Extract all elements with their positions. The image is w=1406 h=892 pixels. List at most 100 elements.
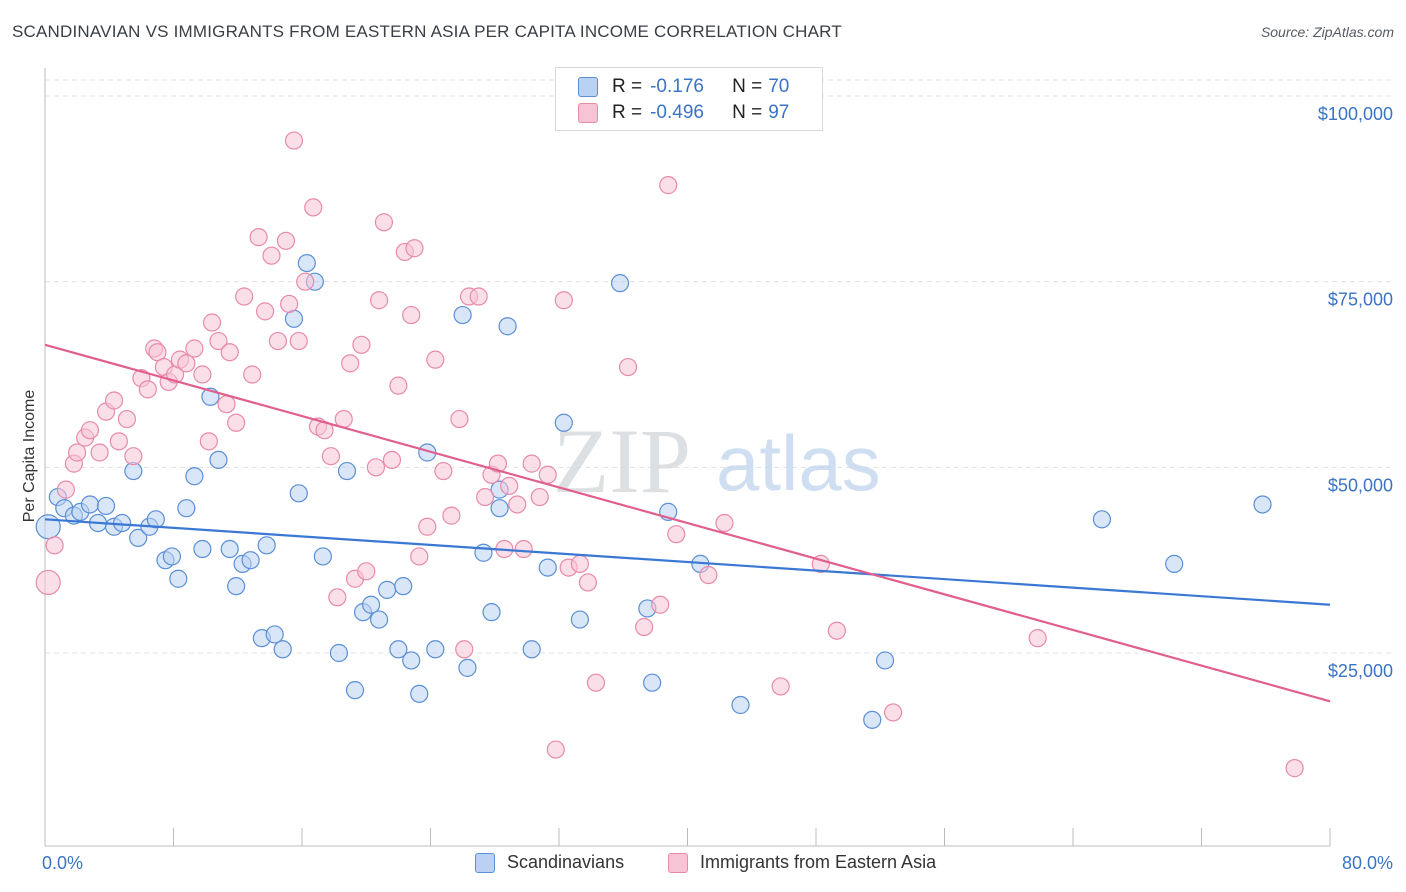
scandinavian-point	[875, 651, 895, 670]
eastern-asia-point	[883, 703, 903, 722]
eastern-asia-point	[635, 617, 654, 637]
eastern-asia-point	[455, 640, 474, 659]
legend-n-label: N =	[732, 102, 763, 123]
eastern-asia-point	[570, 554, 589, 573]
scandinavian-point	[129, 528, 148, 547]
y-tick-label: $75,000	[1328, 290, 1393, 310]
bottom-legend-swatch-pink	[668, 852, 688, 873]
eastern-asia-point	[202, 313, 222, 332]
y-tick-label: $100,000	[1318, 104, 1393, 124]
x-tick-label: 0.0%	[42, 853, 83, 873]
eastern-asia-point	[827, 621, 846, 640]
eastern-asia-point	[68, 443, 87, 462]
eastern-asia-point	[249, 228, 268, 247]
x-tick-label: 80.0%	[1342, 853, 1393, 873]
scandinavian-point	[490, 499, 509, 518]
trend-lines	[44, 343, 1331, 703]
scandinavian-point	[1092, 510, 1112, 529]
eastern-asia-point	[45, 536, 64, 555]
eastern-asia-point	[538, 465, 557, 484]
scandinavian-point	[227, 577, 246, 596]
eastern-asia-point	[243, 365, 262, 384]
scandinavian-point	[863, 710, 882, 729]
eastern-asia-point	[514, 539, 533, 559]
axes	[44, 68, 1331, 847]
eastern-asia-point	[193, 365, 212, 384]
eastern-asia-trend-line	[44, 343, 1331, 703]
scandinavian-point	[554, 413, 573, 432]
legend-swatch-pink	[578, 103, 598, 123]
eastern-asia-point	[382, 450, 402, 470]
scandinavian-point	[193, 539, 212, 559]
watermark-zip: ZIP	[553, 410, 691, 512]
legend: R = -0.176 N = 70 R = -0.496 N = 97	[555, 67, 823, 131]
scandinavian-point	[80, 495, 100, 514]
scandinavian-point	[177, 499, 196, 518]
eastern-asia-point	[304, 198, 323, 217]
eastern-asia-point	[522, 454, 541, 473]
eastern-asia-point	[434, 461, 453, 481]
eastern-asia-point	[217, 395, 236, 414]
legend-n-label: N =	[732, 76, 763, 97]
scandinavian-point	[426, 640, 445, 659]
scandinavian-point	[1165, 554, 1184, 573]
scandinavian-point	[731, 695, 750, 715]
scandinavian-point	[96, 496, 116, 516]
eastern-asia-point	[715, 513, 734, 533]
scandinavian-point	[570, 610, 589, 629]
legend-r-label: R =	[612, 76, 643, 97]
eastern-asia-point	[90, 443, 109, 462]
eastern-asia-point	[1028, 629, 1047, 648]
scandinavian-point	[410, 684, 429, 703]
watermark: ZIP atlas	[553, 410, 881, 512]
eastern-asia-point	[280, 294, 299, 314]
eastern-asia-point	[651, 595, 670, 614]
chart-title: SCANDINAVIAN VS IMMIGRANTS FROM EASTERN …	[12, 22, 842, 41]
eastern-asia-point	[296, 272, 315, 291]
legend-r-label: R =	[612, 102, 643, 123]
eastern-asia-point	[80, 421, 100, 440]
eastern-asia-point	[389, 376, 408, 395]
legend-row-scandinavians: R = -0.176 N = 70	[578, 74, 789, 100]
y-axis-label: Per Capita Income	[21, 390, 38, 523]
eastern-asia-point	[546, 740, 565, 759]
legend-row-immigrants: R = -0.496 N = 97	[578, 100, 789, 126]
eastern-asia-point	[199, 432, 218, 451]
scandinavian-point	[35, 514, 61, 540]
eastern-asia-point	[352, 335, 371, 354]
scandinavian-point	[313, 547, 332, 566]
eastern-asia-point	[530, 487, 549, 507]
watermark-atlas: atlas	[716, 419, 881, 507]
scandinavian-point	[289, 484, 308, 503]
scandinavian-point	[370, 610, 389, 629]
bottom-legend-immigrants: Immigrants from Eastern Asia	[668, 852, 936, 873]
eastern-asia-point	[586, 673, 606, 692]
eastern-asia-point	[469, 287, 488, 306]
eastern-asia-point	[124, 447, 143, 466]
eastern-asia-point	[56, 480, 75, 499]
eastern-asia-point	[418, 517, 437, 536]
eastern-asia-point	[618, 357, 638, 377]
eastern-asia-point	[370, 291, 389, 310]
scandinavian-point	[1253, 495, 1272, 514]
eastern-asia-point	[699, 565, 718, 585]
eastern-asia-point	[255, 302, 275, 321]
eastern-asia-point	[410, 547, 429, 566]
eastern-asia-point	[109, 432, 128, 451]
eastern-asia-point	[402, 305, 421, 325]
eastern-asia-point	[426, 350, 445, 369]
x-tick-labels: 0.0% 80.0%	[42, 853, 1393, 873]
eastern-asia-point	[366, 458, 385, 477]
legend-n-value: 97	[768, 102, 790, 123]
eastern-asia-point	[276, 231, 296, 250]
scandinavian-point	[610, 274, 630, 293]
scandinavian-point	[389, 640, 408, 659]
scandinavian-point	[273, 640, 292, 659]
source-label: Source: ZipAtlas.com	[1260, 24, 1394, 40]
scandinavian-point	[402, 651, 421, 670]
legend-n-value: 70	[768, 76, 790, 97]
eastern-asia-point	[357, 562, 376, 581]
eastern-asia-point	[1285, 759, 1304, 778]
eastern-asia-point	[235, 287, 254, 306]
